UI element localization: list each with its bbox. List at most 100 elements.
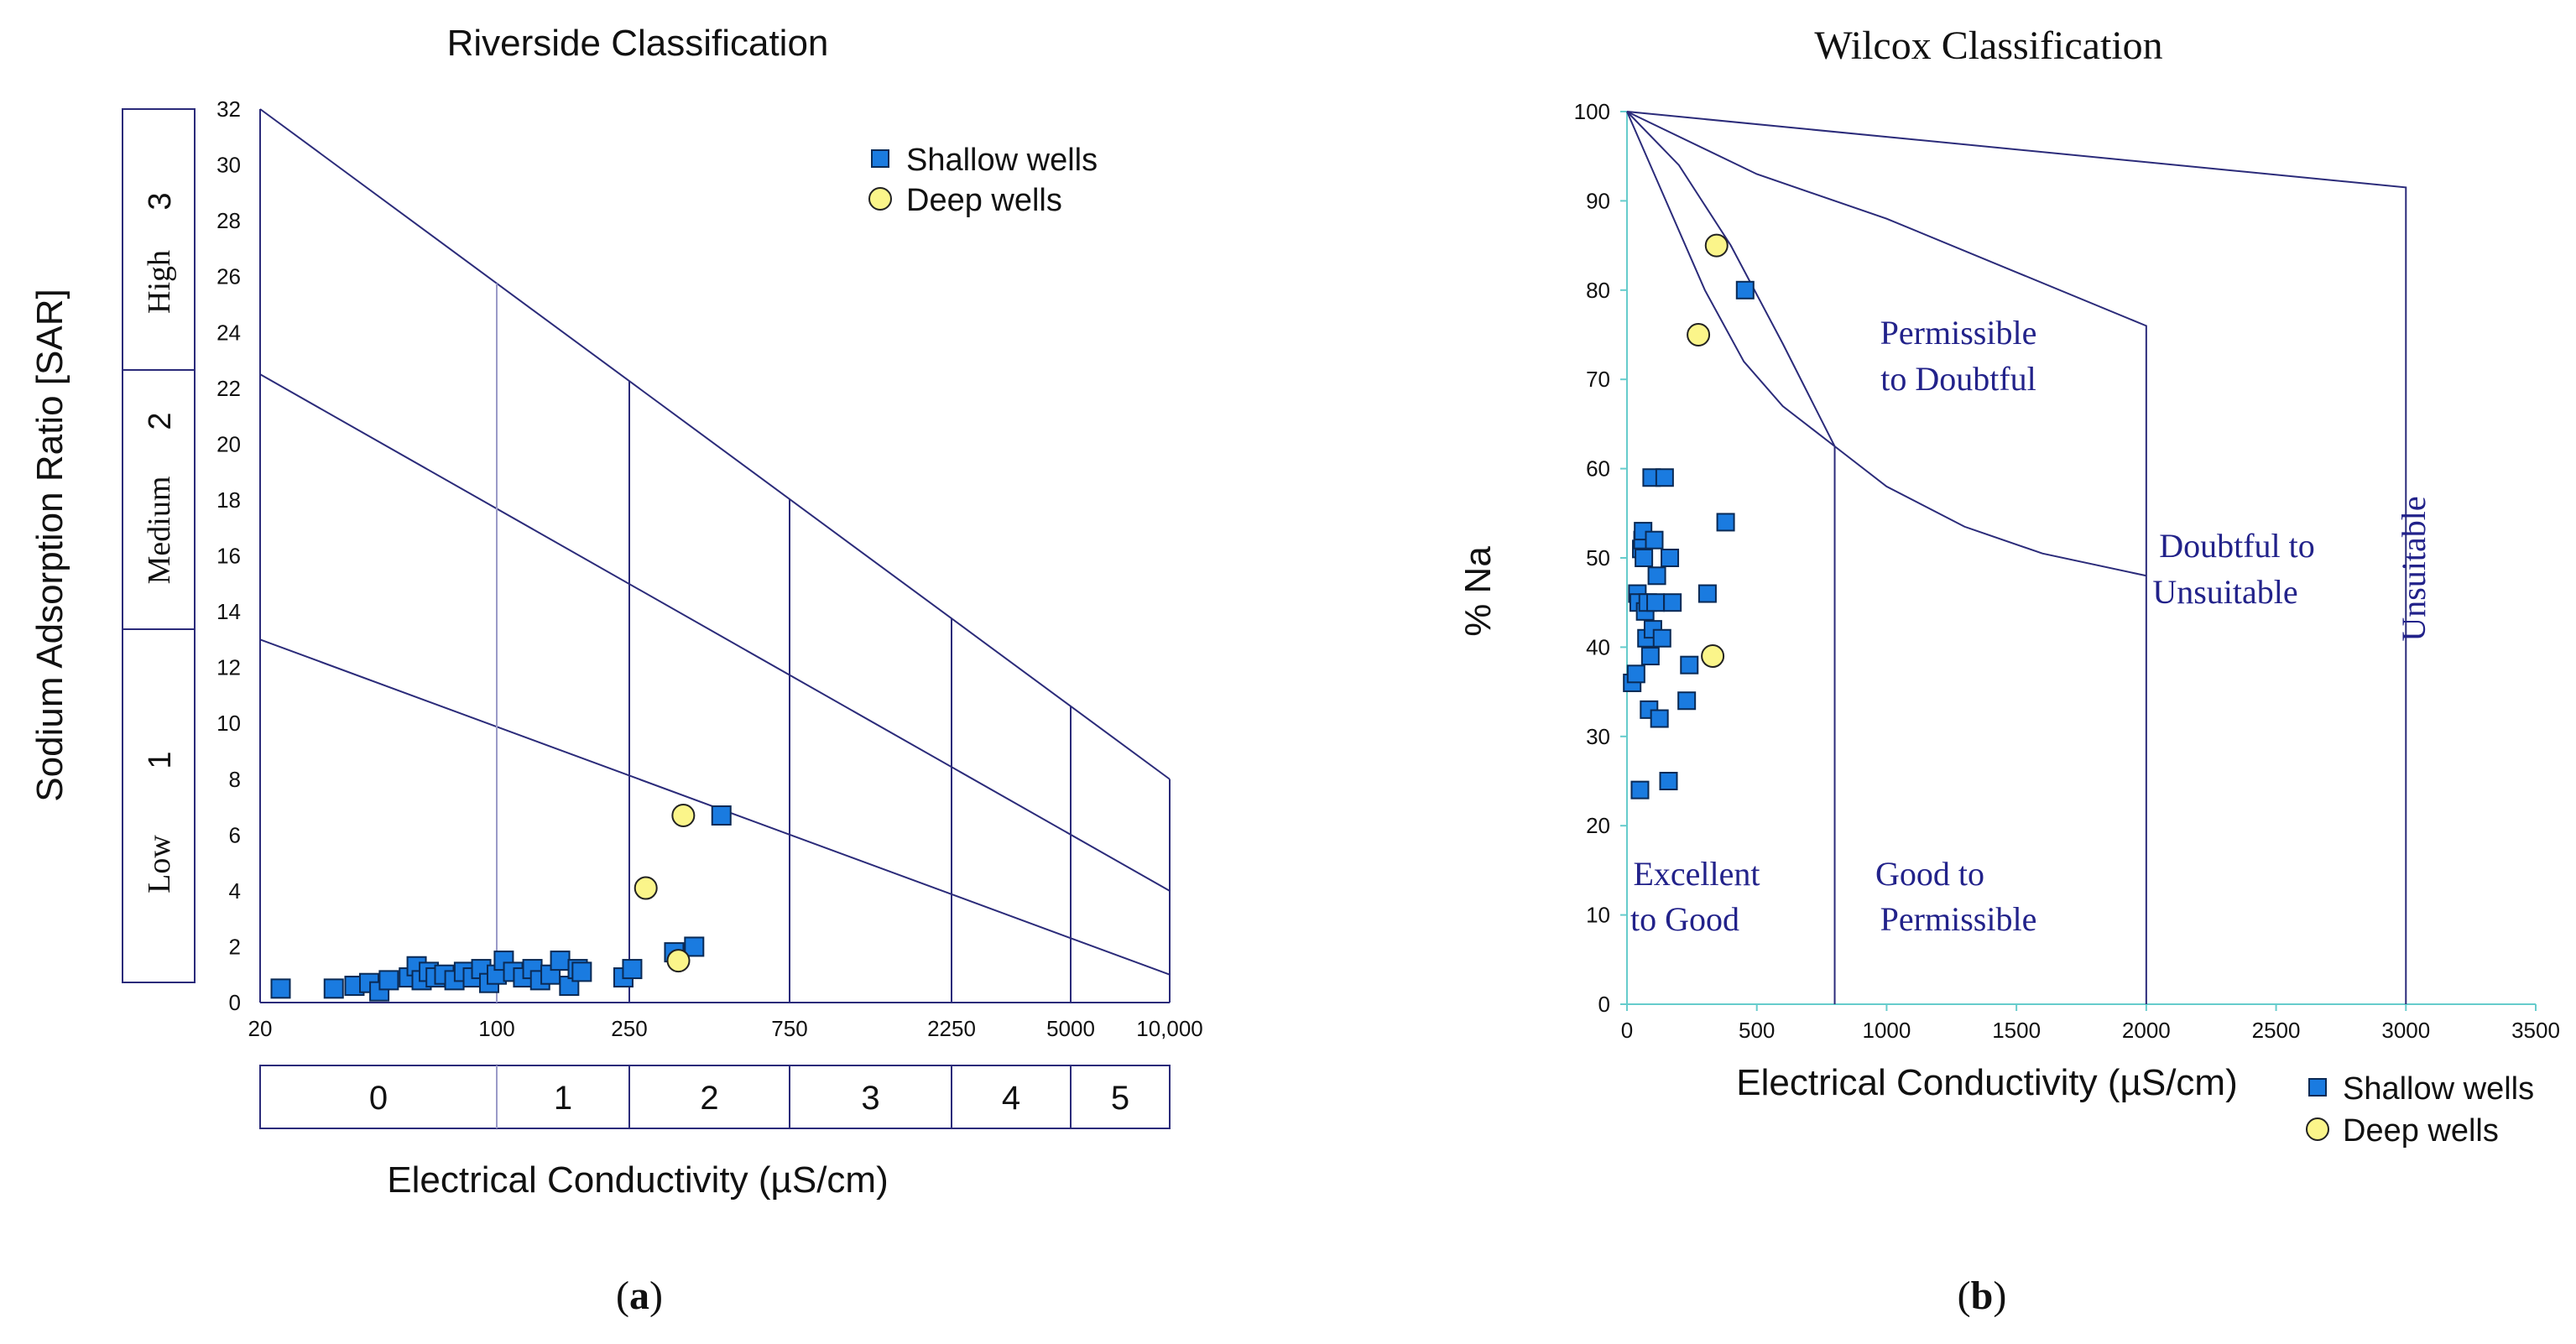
shallow-well-point [1652,628,1671,648]
wilcox-x-ticks: 0 500 1000 1500 2000 2500 3000 3500 [1621,1004,2560,1043]
region-permissible-line2: to Doubtful [1880,360,2036,398]
wilcox-y-tick-label: 20 [1586,813,1610,838]
riverside-x-ticks: 20 100 250 750 2250 5000 10,000 [248,1016,1203,1041]
riverside-y-tick-label: 0 [229,990,241,1015]
wilcox-y-tick-label: 10 [1586,903,1610,928]
riverside-class-lines [259,108,1171,1003]
riverside-y-tick-label: 26 [216,264,241,289]
riverside-legend: Shallow wells Deep wells [868,143,1098,218]
region-good-line1: Good to [1875,855,1984,893]
wilcox-y-tick-label: 40 [1586,634,1610,659]
shallow-well-point [1635,549,1654,567]
wilcox-x-tick-label: 3000 [2381,1018,2430,1043]
riverside-y-tick-label: 12 [216,655,241,680]
region-good-line2: Permissible [1880,900,2037,938]
sodium-box-low [122,628,196,983]
wilcox-y-tick-label: 80 [1586,278,1610,303]
sodium-class-high-label: High [142,250,177,314]
shallow-well-point [1630,780,1650,800]
riverside-y-tick-label: 6 [229,822,241,847]
riverside-y-tick-label: 22 [216,376,241,401]
sodium-class-medium-num: 2 [143,412,178,430]
riverside-y-tick-label: 16 [216,544,241,569]
wilcox-x-axis-label: Electrical Conductivity (µS/cm) [1736,1062,2237,1103]
region-unsuitable: Unsuitable [2395,496,2433,641]
shallow-well-point [1645,530,1664,550]
riverside-chart: Riverside Classification 024681012141618… [29,23,1203,1318]
sodium-class-medium-label: Medium [142,477,177,585]
shallow-well-point [270,978,291,999]
wilcox-legend-shallow-label: Shallow wells [2343,1071,2534,1107]
wilcox-y-tick-label: 70 [1586,367,1610,392]
shallow-well-point [571,961,592,982]
wilcox-boundary-lines [1626,111,2407,1004]
riverside-y-tick-label: 32 [216,96,241,122]
shallow-well-point [1680,655,1699,675]
wilcox-y-tick-label: 50 [1586,545,1610,570]
panel-label-a-letter: a [629,1274,649,1318]
wilcox-legend-shallow-marker [2308,1078,2327,1097]
wilcox-y-tick-label: 100 [1574,99,1610,124]
riverside-y-tick-label: 18 [216,487,241,513]
doubtful-boundary [1626,111,2147,1004]
panel-label-b: (b) [1958,1274,2007,1318]
deep-well-point [671,804,696,828]
wilcox-y-tick-label: 90 [1586,188,1610,213]
wilcox-title: Wilcox Classification [1814,23,2162,68]
deep-well-point [634,876,658,900]
salinity-class-label: 0 [369,1080,388,1117]
riverside-y-tick-label: 28 [216,208,241,233]
sodium-boundary-line-2 [259,373,1171,892]
salinity-class-label: 2 [700,1080,718,1117]
riverside-title: Riverside Classification [447,23,829,64]
wilcox-x-tick-label: 2500 [2252,1018,2301,1043]
sodium-class-high-num: 3 [143,192,178,210]
region-doubtful-line1: Doubtful to [2159,527,2315,565]
shallow-well-point [684,936,705,957]
wilcox-x-tick-label: 1500 [1992,1018,2041,1043]
salinity-class-bar: 0 1 2 3 4 5 [259,1065,1171,1129]
sodium-box-high [122,108,196,371]
riverside-y-tick-label: 20 [216,431,241,456]
salinity-class-label: 5 [1111,1080,1129,1117]
shallow-well-point [1735,280,1755,300]
wilcox-legend-deep-label: Deep wells [2343,1113,2499,1149]
wilcox-x-tick-label: 0 [1621,1018,1633,1043]
shallow-well-point [622,959,643,980]
salinity-class-label: 1 [554,1080,572,1117]
riverside-y-tick-label: 30 [216,153,241,178]
riverside-x-tick-label: 250 [611,1016,647,1041]
sodium-class-boxes [122,108,196,983]
riverside-y-axis-label: Sodium Adsorption Ratio [SAR] [29,289,70,801]
deep-well-point [1687,323,1711,346]
sodium-boundary-line-1 [259,108,1171,780]
riverside-y-tick-label: 8 [229,767,241,792]
riverside-y-tick-label: 24 [216,320,241,345]
riverside-x-tick-label: 750 [771,1016,807,1041]
riverside-y-tick-label: 4 [229,878,241,904]
salinity-bar-frame [259,1065,1171,1129]
wilcox-y-ticks: 0 10 20 30 40 50 60 70 80 90 100 [1574,99,1627,1017]
riverside-x-tick-label: 2250 [927,1016,976,1041]
shallow-well-point [1655,468,1674,487]
legend-deep-marker [868,187,892,211]
wilcox-data-points [1623,233,1755,800]
shallow-well-point [1677,691,1697,711]
panel-label-b-letter: b [1971,1274,1994,1318]
shallow-well-point [550,951,571,972]
riverside-plot-frame [259,109,1171,1003]
panel-label-a: (a) [616,1274,663,1318]
shallow-well-point [1640,647,1660,666]
shallow-well-point [1647,566,1666,586]
region-permissible-line1: Permissible [1880,314,2037,352]
deep-well-point [666,949,691,973]
wilcox-legend: Shallow wells Deep wells [2306,1071,2534,1149]
riverside-x-tick-label: 5000 [1046,1016,1095,1041]
riverside-y-tick-label: 10 [216,711,241,736]
excellent-boundary-curve [1626,111,1836,447]
wilcox-y-axis-label: % Na [1457,546,1499,637]
riverside-data-points [270,804,732,1002]
shallow-well-point [1646,593,1666,612]
shallow-well-point [1659,772,1678,790]
